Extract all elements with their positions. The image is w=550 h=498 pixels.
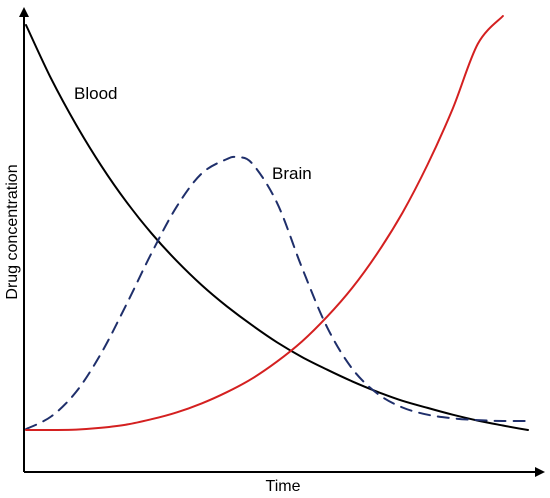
- y-axis-label: Drug concentration: [4, 164, 21, 299]
- blood-curve-label: Blood: [74, 84, 117, 103]
- x-axis-label: Time: [266, 478, 301, 495]
- red-curve: [25, 15, 504, 432]
- plot-area: [25, 15, 529, 432]
- brain-curve-label: Brain: [272, 164, 312, 183]
- blood-curve: [25, 24, 529, 431]
- brain-curve: [25, 155, 529, 431]
